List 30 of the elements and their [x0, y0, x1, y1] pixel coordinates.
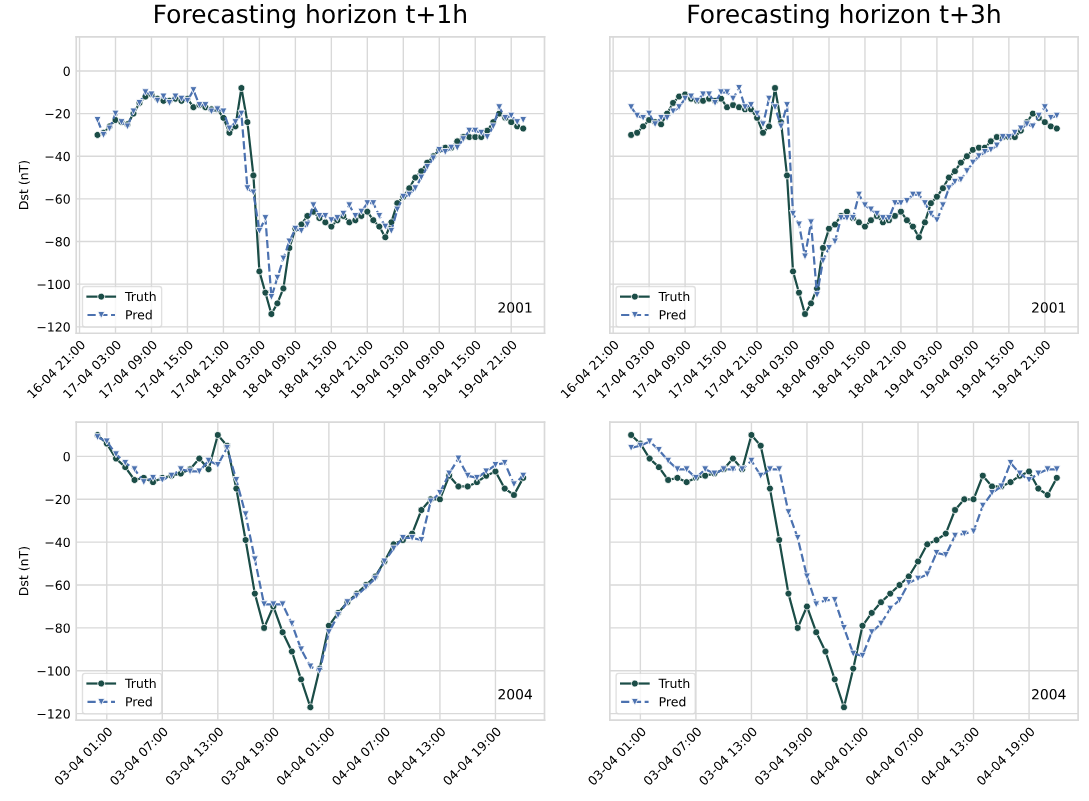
- y-tick-label: −20: [45, 494, 70, 505]
- annotation: 2004: [498, 689, 533, 700]
- legend-label: Pred: [126, 309, 152, 320]
- y-tick-label: −40: [45, 151, 70, 162]
- legend-label: Truth: [124, 291, 156, 302]
- y-tick-label: −40: [45, 537, 70, 548]
- legend-label: Truth: [124, 678, 156, 689]
- y-tick-label: −100: [37, 279, 70, 290]
- y-tick-label: −20: [45, 109, 70, 119]
- annotation: 2004: [1032, 689, 1066, 700]
- y-axis-title: Dst (nT): [18, 547, 30, 596]
- y-tick-label: 0: [63, 451, 70, 462]
- legend-label: Pred: [126, 696, 152, 707]
- chart-title: Forecasting horizon t+3h: [688, 3, 1000, 29]
- legend-label: Truth: [658, 678, 690, 689]
- legend-label: Truth: [658, 291, 690, 302]
- legend-label: Pred: [659, 696, 686, 707]
- legend-label: Pred: [659, 309, 686, 320]
- annotation: 2001: [498, 302, 532, 313]
- annotation: 2001: [1032, 302, 1066, 313]
- y-axis-title: Dst (nT): [18, 160, 30, 209]
- y-tick-label: −80: [45, 237, 70, 247]
- chart-title: Forecasting horizon t+1h: [155, 3, 466, 29]
- y-tick-label: −120: [37, 322, 70, 332]
- y-tick-label: −60: [45, 194, 70, 204]
- y-tick-label: −100: [37, 666, 70, 676]
- y-tick-label: −120: [37, 709, 70, 719]
- y-tick-label: −60: [45, 580, 70, 590]
- y-tick-label: 0: [63, 66, 70, 76]
- y-tick-label: −80: [45, 623, 70, 633]
